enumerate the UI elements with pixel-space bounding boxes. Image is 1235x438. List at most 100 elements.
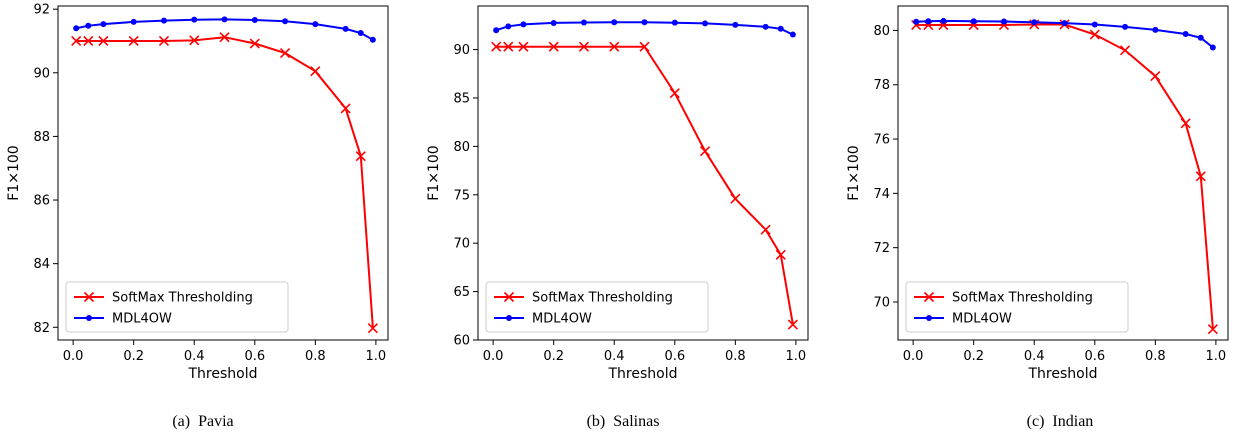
y-tick-label: 75 xyxy=(453,188,470,203)
data-point xyxy=(85,22,92,29)
y-tick-label: 70 xyxy=(453,237,470,252)
data-point xyxy=(279,48,291,59)
legend-box xyxy=(65,281,289,333)
data-point xyxy=(938,19,949,31)
y-tick-label: 74 xyxy=(873,187,890,202)
axes-frame xyxy=(897,5,1229,341)
data-point xyxy=(578,41,590,52)
data-point xyxy=(760,224,771,235)
data-point xyxy=(369,36,376,43)
y-axis-label: F1×100 xyxy=(426,145,442,200)
x-tick-label: 0.6 xyxy=(664,349,685,364)
data-point xyxy=(100,21,107,28)
data-point xyxy=(282,18,289,25)
data-point xyxy=(789,31,796,38)
data-point xyxy=(189,35,200,46)
x-axis-label: Threshold xyxy=(1028,366,1098,382)
data-point xyxy=(1180,118,1191,129)
data-point xyxy=(73,25,80,32)
data-point xyxy=(355,151,366,162)
data-point xyxy=(1195,171,1206,182)
y-tick-label: 80 xyxy=(873,24,890,39)
x-tick-label: 0.6 xyxy=(244,349,265,364)
data-point xyxy=(1182,30,1189,37)
data-point xyxy=(669,88,680,99)
data-point xyxy=(671,19,678,26)
x-tick-label: 0.0 xyxy=(903,349,924,364)
panel-caption: (b) Salinas xyxy=(587,413,660,430)
data-point xyxy=(251,16,258,23)
x-tick-label: 1.0 xyxy=(786,349,807,364)
data-point xyxy=(1091,21,1098,28)
y-tick-label: 82 xyxy=(33,321,50,336)
panel-caption: (a) Pavia xyxy=(172,413,233,430)
x-tick-label: 0.4 xyxy=(184,349,205,364)
legend: SoftMax Thresholding MDL4OW xyxy=(485,281,709,333)
legend-label: MDL4OW xyxy=(952,312,1012,327)
data-point xyxy=(1197,34,1204,41)
data-point xyxy=(71,35,82,47)
panel-caption: (c) Indian xyxy=(1027,413,1094,430)
data-point xyxy=(1089,29,1100,40)
x-tick-label: 0.0 xyxy=(63,349,84,364)
x-tick-label: 0.4 xyxy=(604,349,625,364)
data-point xyxy=(913,18,920,25)
x-tick-label: 0.8 xyxy=(1145,349,1166,364)
y-tick-label: 86 xyxy=(33,194,50,209)
legend-label: MDL4OW xyxy=(112,312,172,327)
data-point xyxy=(699,146,711,157)
data-point xyxy=(777,25,784,32)
data-point xyxy=(730,193,741,204)
data-point xyxy=(940,17,947,24)
y-tick-label: 85 xyxy=(453,91,470,106)
data-point xyxy=(925,18,932,25)
x-tick-label: 0.6 xyxy=(1084,349,1105,364)
data-point xyxy=(1119,45,1131,56)
legend-marker xyxy=(926,315,932,321)
data-point xyxy=(787,319,798,330)
data-point xyxy=(221,16,228,23)
legend-label: SoftMax Thresholding xyxy=(532,291,673,306)
x-tick-label: 0.2 xyxy=(543,349,564,364)
data-point xyxy=(98,35,109,47)
data-point xyxy=(83,35,94,47)
data-point xyxy=(641,19,648,26)
data-point xyxy=(609,41,620,52)
axes-frame xyxy=(57,5,389,341)
data-point xyxy=(249,38,260,49)
data-point xyxy=(342,25,349,32)
data-point xyxy=(128,35,139,47)
data-point xyxy=(775,249,786,260)
legend-marker xyxy=(503,291,515,303)
data-point xyxy=(491,41,502,52)
x-tick-label: 0.8 xyxy=(305,349,326,364)
data-point xyxy=(1061,20,1068,27)
y-axis-label: F1×100 xyxy=(6,145,22,200)
data-point xyxy=(160,17,167,24)
legend-box xyxy=(485,281,709,333)
chart-panel-3: 0.0 0.2 0.4 0.6 0.8 1.0 70 72 74 76 78 80 Threshold F… xyxy=(846,5,1229,430)
data-point xyxy=(130,18,137,25)
data-point xyxy=(702,20,709,27)
legend-marker xyxy=(83,291,95,303)
y-tick-label: 80 xyxy=(453,140,470,155)
legend: SoftMax Thresholding MDL4OW xyxy=(65,281,289,333)
data-point xyxy=(550,19,557,26)
data-point xyxy=(1152,26,1159,33)
data-point xyxy=(732,21,739,28)
data-point xyxy=(312,21,319,28)
data-point xyxy=(493,27,500,34)
y-tick-label: 92 xyxy=(33,3,50,18)
y-tick-label: 60 xyxy=(453,334,470,349)
x-tick-label: 1.0 xyxy=(1206,349,1227,364)
data-point xyxy=(520,21,527,28)
data-point xyxy=(357,30,364,37)
data-point xyxy=(505,23,512,30)
data-point xyxy=(340,103,351,114)
legend-label: SoftMax Thresholding xyxy=(952,291,1093,306)
legend-marker xyxy=(86,315,92,321)
data-point xyxy=(367,323,378,334)
legend-box xyxy=(905,281,1129,333)
y-tick-label: 90 xyxy=(453,43,470,58)
